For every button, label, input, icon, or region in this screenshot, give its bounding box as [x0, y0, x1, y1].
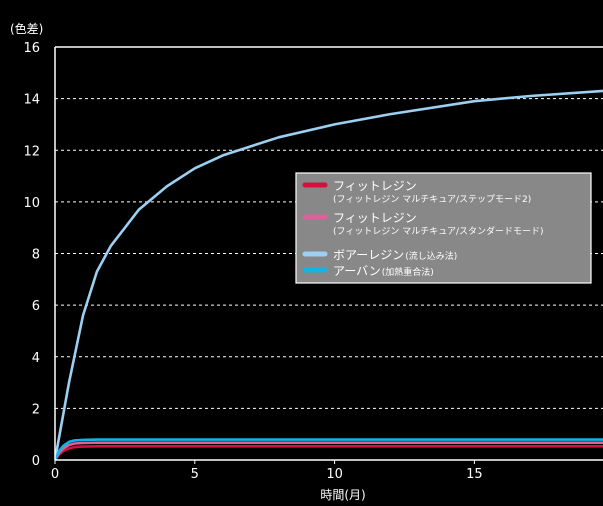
legend-series-sublabel: (流し込み法) [405, 250, 457, 262]
series-line [55, 444, 603, 461]
series-line [55, 438, 603, 461]
axes [54, 46, 603, 461]
y-tick-label: 4 [32, 351, 40, 366]
x-tick-label: 10 [326, 467, 343, 482]
legend-box [295, 172, 592, 284]
x-tick-label: 0 [51, 467, 59, 482]
y-tick-labels: 0 2 4 6 8 10 12 14 16 [23, 41, 40, 469]
legend-series-name: アーバン [333, 264, 381, 278]
series-line [55, 89, 603, 461]
y-tick-label: 16 [23, 41, 40, 56]
y-tick-label: 12 [23, 144, 40, 159]
y-tick-label: 8 [32, 248, 40, 263]
legend: フィットレジン(フィットレジン マルチキュア/ステップモード2)フィットレジン(… [295, 172, 592, 284]
y-tick-label: 0 [32, 454, 40, 469]
x-tick-label: 15 [466, 467, 483, 482]
series-lines [55, 89, 603, 461]
x-axis-label: 時間(月) [320, 488, 365, 502]
legend-series-name: フィットレジン [333, 211, 417, 225]
y-tick-label: 14 [23, 93, 40, 108]
y-tick-label: 2 [32, 402, 40, 417]
x-tick-labels: 0 5 10 15 [51, 460, 483, 482]
y-tick-label: 10 [23, 196, 40, 211]
series-line [55, 441, 603, 461]
y-tick-label: 6 [32, 299, 40, 314]
legend-series-sublabel: (フィットレジン マルチキュア/ステップモード2) [333, 194, 531, 205]
x-tick-label: 5 [191, 467, 199, 482]
y-axis-label: (色差) [10, 22, 43, 36]
legend-series-sublabel: (加熱重合法) [382, 266, 434, 278]
legend-series-sublabel: (フィットレジン マルチキュア/スタンダードモード) [333, 225, 544, 237]
legend-series-name: フィットレジン [333, 179, 417, 193]
legend-series-name: ボアーレジン [333, 248, 404, 262]
